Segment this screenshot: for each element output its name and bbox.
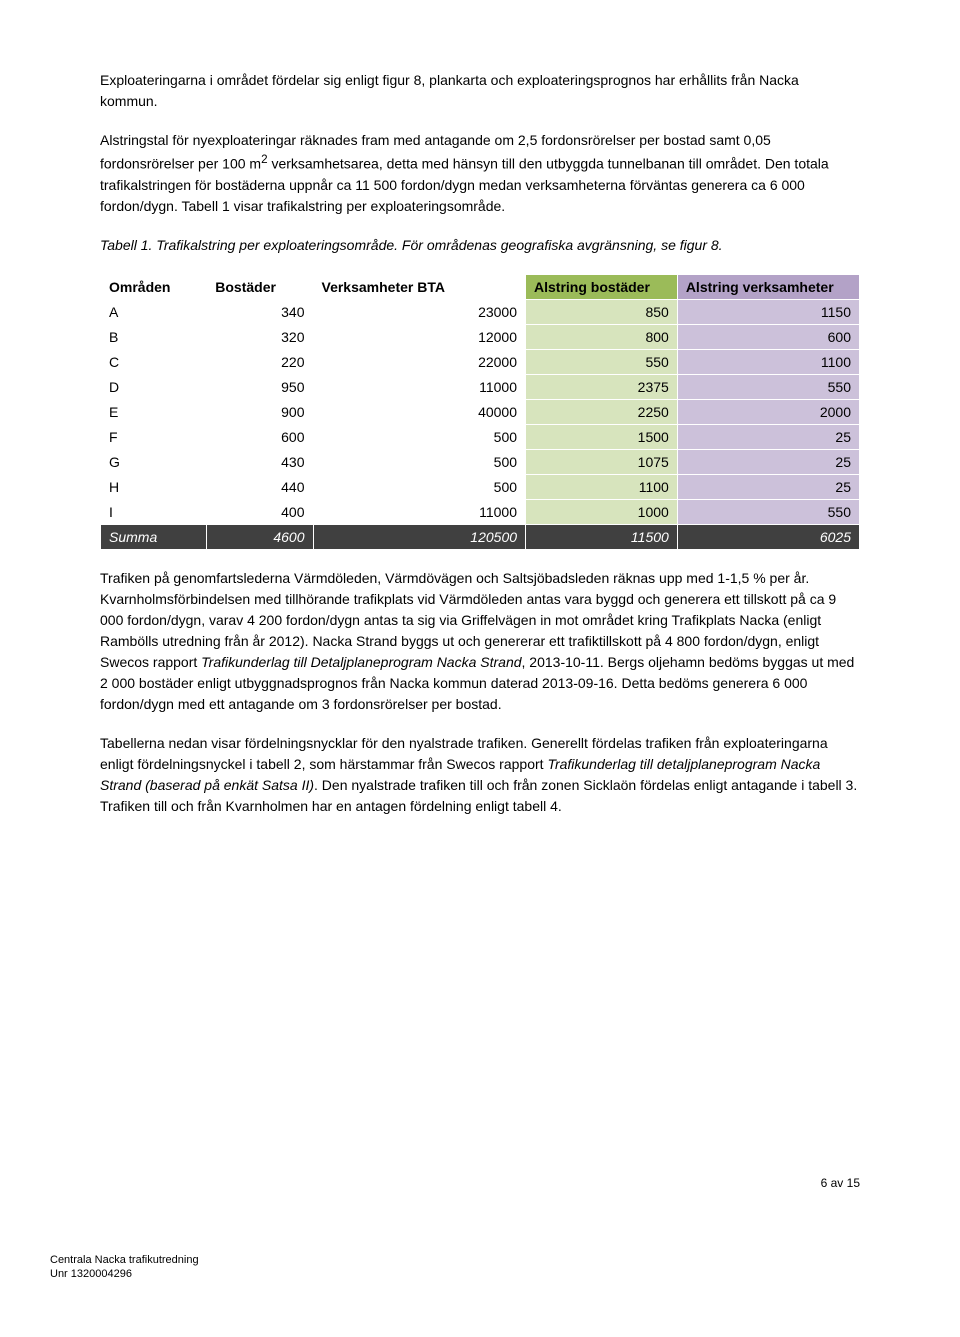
column-header: Verksamheter BTA (313, 274, 526, 299)
table-cell: 600 (677, 324, 859, 349)
table-cell: 800 (526, 324, 678, 349)
table-cell: 2375 (526, 374, 678, 399)
table-cell: 850 (526, 299, 678, 324)
table-sum-cell: 4600 (207, 524, 313, 549)
table-cell: 2250 (526, 399, 678, 424)
table-cell: 500 (313, 474, 526, 499)
table-cell: 340 (207, 299, 313, 324)
table-cell: H (101, 474, 207, 499)
table-cell: 430 (207, 449, 313, 474)
table-cell: 900 (207, 399, 313, 424)
table-cell: G (101, 449, 207, 474)
table-cell: 11000 (313, 374, 526, 399)
table-cell: 1100 (677, 349, 859, 374)
table-body: A340230008501150B32012000800600C22022000… (101, 299, 860, 549)
table-row: E9004000022502000 (101, 399, 860, 424)
paragraph-tabellerna: Tabellerna nedan visar fördelningsnyckla… (100, 733, 860, 817)
footer-unr: Unr 1320004296 (50, 1268, 199, 1280)
table-row: C220220005501100 (101, 349, 860, 374)
table-cell: 320 (207, 324, 313, 349)
table-cell: 40000 (313, 399, 526, 424)
paragraph-trafiken: Trafiken på genomfartslederna Värmdölede… (100, 568, 860, 715)
column-header: Områden (101, 274, 207, 299)
table-cell: B (101, 324, 207, 349)
table-row: I400110001000550 (101, 499, 860, 524)
para3-italic: Trafikunderlag till Detaljplaneprogram N… (201, 654, 521, 670)
table-cell: 600 (207, 424, 313, 449)
column-header: Alstring verksamheter (677, 274, 859, 299)
table-row: B32012000800600 (101, 324, 860, 349)
document-page: Exploateringarna i området fördelar sig … (0, 0, 960, 1310)
table-caption: Tabell 1. Trafikalstring per exploaterin… (100, 235, 860, 256)
table-cell: 550 (677, 374, 859, 399)
table-cell: 25 (677, 424, 859, 449)
table-row: A340230008501150 (101, 299, 860, 324)
table-cell: 440 (207, 474, 313, 499)
table-cell: 550 (526, 349, 678, 374)
table-cell: 1075 (526, 449, 678, 474)
column-header: Bostäder (207, 274, 313, 299)
table-cell: I (101, 499, 207, 524)
table-cell: 400 (207, 499, 313, 524)
table-sum-cell: 11500 (526, 524, 678, 549)
table-cell: 220 (207, 349, 313, 374)
column-header: Alstring bostäder (526, 274, 678, 299)
trafikalstring-table: OmrådenBostäderVerksamheter BTAAlstring … (100, 274, 860, 550)
table-cell: 550 (677, 499, 859, 524)
table-sum-cell: 6025 (677, 524, 859, 549)
table-cell: 22000 (313, 349, 526, 374)
table-cell: 1000 (526, 499, 678, 524)
table-cell: 500 (313, 449, 526, 474)
table-cell: 950 (207, 374, 313, 399)
table-cell: C (101, 349, 207, 374)
table-sum-cell: Summa (101, 524, 207, 549)
table-cell: 500 (313, 424, 526, 449)
table-cell: E (101, 399, 207, 424)
table-sum-row: Summa4600120500115006025 (101, 524, 860, 549)
paragraph-alstringstal: Alstringstal för nyexploateringar räknad… (100, 130, 860, 217)
table-row: D950110002375550 (101, 374, 860, 399)
table-cell: 25 (677, 449, 859, 474)
table-row: F600500150025 (101, 424, 860, 449)
footer-title: Centrala Nacka trafikutredning (50, 1254, 199, 1266)
table-cell: 2000 (677, 399, 859, 424)
page-number: 6 av 15 (821, 1176, 860, 1190)
paragraph-intro: Exploateringarna i området fördelar sig … (100, 70, 860, 112)
table-cell: F (101, 424, 207, 449)
table-cell: A (101, 299, 207, 324)
table-row: G430500107525 (101, 449, 860, 474)
table-cell: 1150 (677, 299, 859, 324)
table-cell: 1100 (526, 474, 678, 499)
table-cell: 25 (677, 474, 859, 499)
table-cell: 12000 (313, 324, 526, 349)
table-header-row: OmrådenBostäderVerksamheter BTAAlstring … (101, 274, 860, 299)
table-cell: 1500 (526, 424, 678, 449)
table-cell: 23000 (313, 299, 526, 324)
table-row: H440500110025 (101, 474, 860, 499)
table-cell: 11000 (313, 499, 526, 524)
table-cell: D (101, 374, 207, 399)
table-sum-cell: 120500 (313, 524, 526, 549)
footer: Centrala Nacka trafikutredning Unr 13200… (50, 1254, 199, 1280)
